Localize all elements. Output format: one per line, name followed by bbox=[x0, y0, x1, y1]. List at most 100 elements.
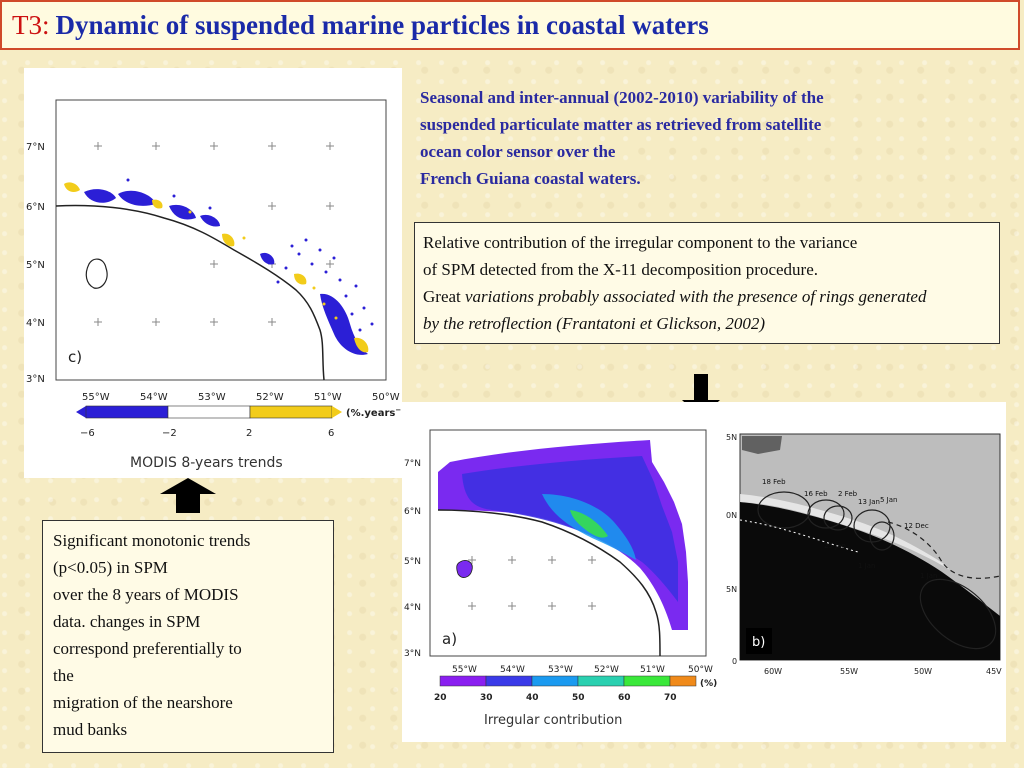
map-a-lon-tick: 50°W bbox=[688, 665, 713, 675]
map-b-lat-tick: 0 bbox=[732, 657, 737, 666]
title-bar: T3: Dynamic of suspended marine particles… bbox=[0, 0, 1020, 50]
intro-text: Seasonal and inter-annual (2002-2010) va… bbox=[420, 84, 980, 192]
map-a-lon-tick: 54°W bbox=[500, 665, 525, 675]
title-main: Dynamic of suspended marine particles in… bbox=[55, 10, 709, 40]
trend-note: Significant monotonic trends (p<0.05) in… bbox=[42, 520, 334, 753]
map-a-lon-tick: 55°W bbox=[452, 665, 477, 675]
map-c-legend-tick: −2 bbox=[162, 428, 177, 439]
intro-line: French Guiana coastal waters. bbox=[420, 169, 641, 188]
intro-line: ocean color sensor over the bbox=[420, 142, 616, 161]
note-line: over the 8 years of MODIS bbox=[53, 585, 239, 604]
map-c-lon-tick: 52°W bbox=[256, 392, 284, 403]
map-c-frame bbox=[55, 99, 387, 381]
map-c-lon-tick: 51°W bbox=[314, 392, 342, 403]
note-italic: variations probably associated with the … bbox=[465, 287, 927, 306]
map-a-legend-unit: (%) bbox=[700, 679, 717, 689]
map-b-lat-tick: 5N bbox=[726, 585, 737, 594]
map-b-lon-tick: 50W bbox=[914, 667, 932, 676]
map-c-scatter-dots-yellow bbox=[188, 210, 338, 320]
map-a-lat-tick: 6°N bbox=[404, 507, 421, 517]
map-b-lat-tick: 0N bbox=[726, 511, 737, 520]
map-a-caption: Irregular contribution bbox=[484, 713, 622, 728]
map-b-label-bg bbox=[746, 628, 772, 654]
map-b-label: b) bbox=[752, 635, 765, 650]
map-b-date-label: 25 Jan bbox=[824, 542, 846, 550]
map-c-lon-tick: 55°W bbox=[82, 392, 110, 403]
map-c-legend-tick: −6 bbox=[80, 428, 95, 439]
map-c-legend-tick: 2 bbox=[246, 428, 252, 439]
up-arrow-icon bbox=[160, 478, 216, 513]
title-prefix: T3: bbox=[12, 10, 50, 40]
intro-line: suspended particulate matter as retrieve… bbox=[420, 115, 822, 134]
map-a-lat-tick: 4°N bbox=[404, 603, 421, 613]
note-line: (p<0.05) in SPM bbox=[53, 558, 168, 577]
note-line: data. changes in SPM bbox=[53, 612, 201, 631]
map-b-lon-tick: 60W bbox=[764, 667, 782, 676]
map-a-lon-tick: 52°W bbox=[594, 665, 619, 675]
note-line: Great variations probably associated wit… bbox=[423, 287, 927, 306]
map-c-lon-tick: 50°W bbox=[372, 392, 400, 403]
note-line: of SPM detected from the X-11 decomposit… bbox=[423, 260, 818, 279]
map-c-lat-tick: 5°N bbox=[26, 260, 45, 271]
map-c-lat-tick: 7°N bbox=[26, 142, 45, 153]
note-line: migration of the nearshore bbox=[53, 693, 233, 712]
map-b-land bbox=[740, 502, 1000, 660]
map-c-legend-unit: (%.years−1) bbox=[346, 406, 402, 419]
map-a-legend-tick: 40 bbox=[526, 693, 539, 703]
note-line: the bbox=[53, 666, 74, 685]
map-a-legend-tick: 20 bbox=[434, 693, 447, 703]
map-b-path bbox=[887, 521, 1001, 579]
map-b-date-label: 16 Feb bbox=[804, 490, 828, 498]
map-a-lat-tick: 3°N bbox=[404, 649, 421, 659]
note-line: correspond preferentially to bbox=[53, 639, 242, 658]
map-a-coastline bbox=[437, 509, 661, 657]
map-b-lon-tick: 55W bbox=[840, 667, 858, 676]
map-c-label: c) bbox=[68, 348, 82, 366]
map-b-date-label: 1 Jan bbox=[858, 562, 875, 570]
map-a-legend-tick: 60 bbox=[618, 693, 631, 703]
map-b-date-label: 13 Jan bbox=[858, 498, 880, 506]
map-c-lat-tick: 4°N bbox=[26, 318, 45, 329]
intro-line: Seasonal and inter-annual (2002-2010) va… bbox=[420, 88, 824, 107]
map-b-lon-tick: 45V bbox=[986, 667, 1002, 676]
map-c-lon-tick: 54°W bbox=[140, 392, 168, 403]
map-a-legend-tick: 30 bbox=[480, 693, 493, 703]
map-a-colorbar bbox=[439, 675, 697, 687]
map-b-lat-tick: 5N bbox=[726, 433, 737, 442]
map-c-lon-tick: 53°W bbox=[198, 392, 226, 403]
note-line: mud banks bbox=[53, 720, 128, 739]
map-c-trend-patches bbox=[64, 182, 369, 355]
note-line: by the retroflection (Frantatoni et Glic… bbox=[423, 314, 765, 333]
slide-title: T3: Dynamic of suspended marine particles… bbox=[12, 10, 709, 41]
map-b-date-label: 1 Jan bbox=[920, 572, 937, 580]
map-a-legend-tick: 50 bbox=[572, 693, 585, 703]
map-a-lon-tick: 51°W bbox=[640, 665, 665, 675]
map-a-grid bbox=[468, 556, 596, 610]
map-c-coastline bbox=[55, 204, 325, 381]
map-c-legend-tick: 6 bbox=[328, 428, 334, 439]
map-c-scatter-dots bbox=[126, 178, 374, 332]
map-c-caption: MODIS 8-years trends bbox=[130, 455, 283, 471]
map-a-lat-tick: 7°N bbox=[404, 459, 421, 469]
map-c-panel: 7°N 6°N 5°N 4°N 3°N 55°W 54°W 53°W 52°W … bbox=[24, 68, 402, 478]
map-a-island bbox=[456, 560, 473, 578]
map-c-lat-tick: 3°N bbox=[26, 374, 45, 385]
map-c-colorbar bbox=[76, 405, 342, 419]
map-b-date-label: 2 Feb bbox=[838, 490, 858, 498]
map-ab-figure: 7°N 6°N 5°N 4°N 3°N 55°W 54°W 53°W 52°W … bbox=[404, 429, 1002, 728]
map-c-figure: 7°N 6°N 5°N 4°N 3°N 55°W 54°W 53°W 52°W … bbox=[26, 99, 402, 471]
note-line: Relative contribution of the irregular c… bbox=[423, 233, 858, 252]
map-a-lon-tick: 53°W bbox=[548, 665, 573, 675]
map-b-date-label: 18 Feb bbox=[762, 478, 786, 486]
note-line: Significant monotonic trends bbox=[53, 531, 251, 550]
map-a-legend-tick: 70 bbox=[664, 693, 677, 703]
map-b-date-label: 12 Dec bbox=[904, 522, 929, 530]
map-c-lat-tick: 6°N bbox=[26, 202, 45, 213]
map-b-rings bbox=[757, 491, 997, 650]
map-c-island bbox=[85, 258, 108, 289]
map-a-label: a) bbox=[442, 630, 457, 648]
irregular-component-note: Relative contribution of the irregular c… bbox=[414, 222, 1000, 344]
map-ab-panel: 7°N 6°N 5°N 4°N 3°N 55°W 54°W 53°W 52°W … bbox=[402, 402, 1006, 742]
map-b-date-label: 5 Jan bbox=[880, 496, 897, 504]
map-a-lat-tick: 5°N bbox=[404, 557, 421, 567]
